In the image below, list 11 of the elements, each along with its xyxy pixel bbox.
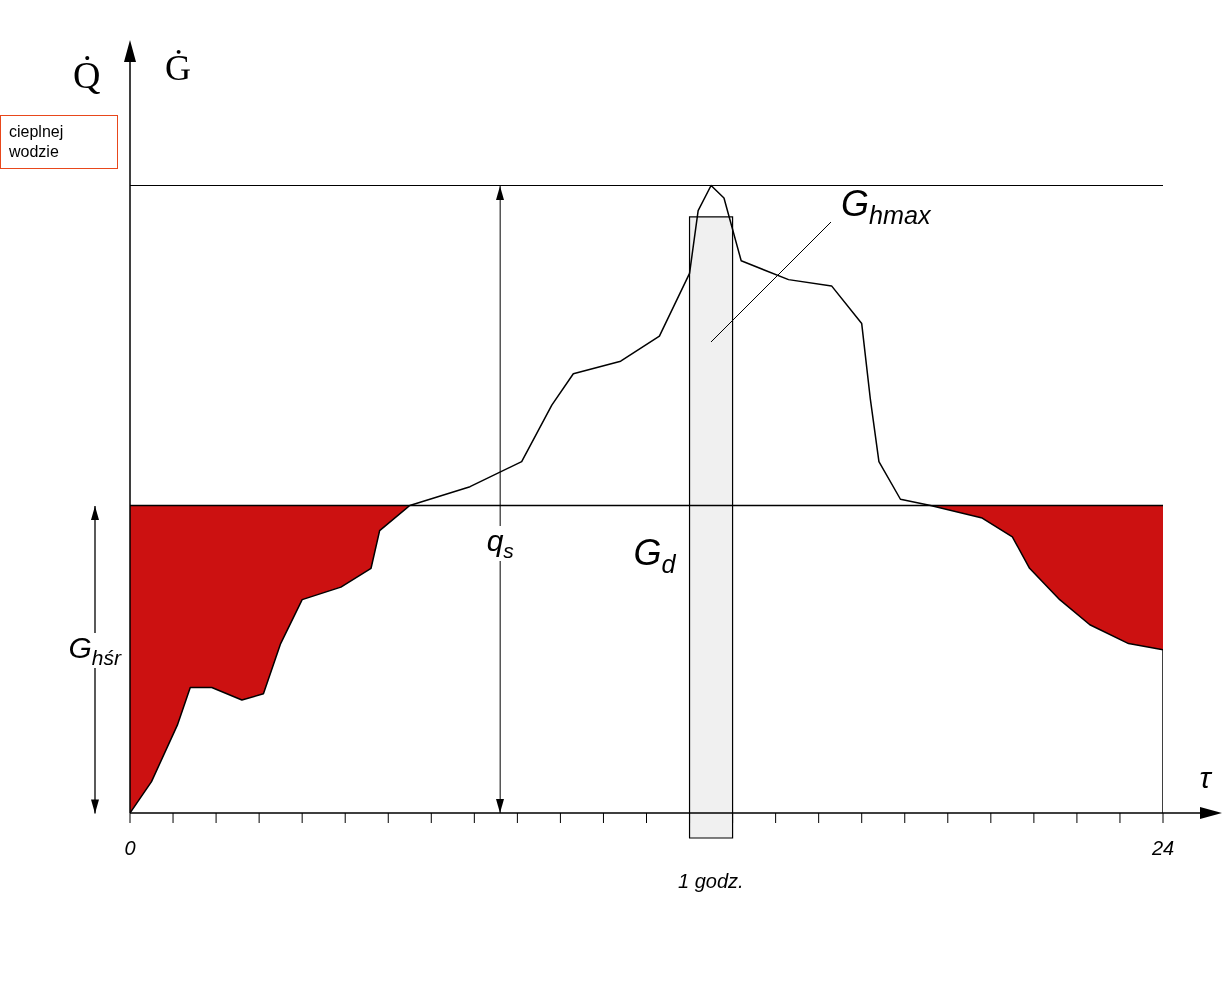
annotation: G$_{hmax}$ — [841, 183, 931, 230]
y-axis-title: Q̇ — [73, 54, 101, 96]
text: Ġ — [165, 48, 191, 88]
text: cieplnej wodzie — [0, 115, 118, 169]
x-axis-title: τ — [1199, 761, 1211, 794]
band-label: 1 godz. — [678, 870, 744, 892]
ref-line-label: q$_{s}$ — [486, 523, 514, 562]
x-tick-label: 24 — [1150, 836, 1175, 859]
text: G$_{hśr}$ — [68, 630, 122, 669]
x-tick-label: 0 — [124, 836, 136, 859]
annotation: G$_{d}$ — [633, 531, 676, 578]
